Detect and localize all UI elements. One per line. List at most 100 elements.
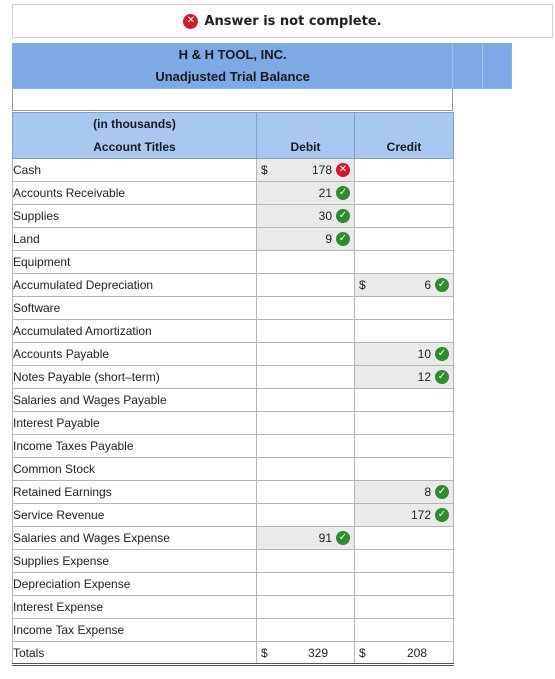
credit-cell[interactable] xyxy=(354,549,454,573)
debit-cell[interactable] xyxy=(256,273,355,297)
account-title-cell[interactable]: Accumulated Amortization xyxy=(12,319,257,343)
account-title-cell[interactable]: Salaries and Wages Payable xyxy=(12,388,257,412)
debit-value: 91 xyxy=(318,531,332,545)
currency-symbol: $ xyxy=(261,646,268,660)
debit-cell[interactable] xyxy=(256,319,355,343)
header-spacer-cell xyxy=(452,44,482,88)
credit-cell[interactable] xyxy=(354,250,454,274)
account-title-cell[interactable]: Retained Earnings xyxy=(12,480,257,504)
account-title-cell[interactable]: Accumulated Depreciation xyxy=(12,273,257,297)
credit-cell[interactable] xyxy=(354,296,454,320)
debit-cell[interactable]: 9 ✓ xyxy=(256,227,355,251)
table-row: Common Stock xyxy=(12,457,454,481)
check-circle-icon: ✓ xyxy=(435,485,449,499)
account-title-cell[interactable]: Notes Payable (short–term) xyxy=(12,365,257,389)
credit-cell[interactable] xyxy=(354,227,454,251)
currency-symbol: $ xyxy=(261,163,268,177)
banner-text: Answer is not complete. xyxy=(204,13,382,29)
debit-value: 9 xyxy=(325,232,332,246)
debit-cell[interactable] xyxy=(256,342,355,366)
table-row: Interest Payable xyxy=(12,411,454,435)
credit-cell[interactable] xyxy=(354,595,454,619)
account-title-cell[interactable]: Service Revenue xyxy=(12,503,257,527)
header-spacer-cell xyxy=(481,44,512,88)
account-title-cell[interactable]: Salaries and Wages Expense xyxy=(12,526,257,550)
account-title-cell[interactable]: Cash xyxy=(12,158,257,182)
debit-cell[interactable]: $178 ✕ xyxy=(256,158,355,182)
debit-cell[interactable] xyxy=(256,388,355,412)
table-row: Cash $178 ✕ xyxy=(12,158,454,182)
account-title-cell[interactable]: Interest Payable xyxy=(12,411,257,435)
total-credit-cell: $208 xyxy=(354,641,454,666)
debit-cell[interactable] xyxy=(256,411,355,435)
debit-cell[interactable] xyxy=(256,296,355,320)
table-row: Accounts Receivable 21 ✓ xyxy=(12,181,454,205)
check-circle-icon: ✓ xyxy=(336,531,350,545)
debit-cell[interactable] xyxy=(256,365,355,389)
debit-cell[interactable] xyxy=(256,250,355,274)
account-title-cell[interactable]: Software xyxy=(12,296,257,320)
account-title-cell[interactable]: Land xyxy=(12,227,257,251)
report-header-title: H & H TOOL, INC. Unadjusted Trial Balanc… xyxy=(13,44,453,88)
credit-cell[interactable] xyxy=(354,319,454,343)
debit-cell[interactable] xyxy=(256,549,355,573)
debit-cell[interactable] xyxy=(256,457,355,481)
credit-value: 8 xyxy=(424,485,431,499)
credit-cell[interactable] xyxy=(354,434,454,458)
table-row: Interest Expense xyxy=(12,595,454,619)
debit-cell[interactable] xyxy=(256,572,355,596)
account-title-cell[interactable]: Depreciation Expense xyxy=(12,572,257,596)
credit-value: 12 xyxy=(417,370,431,384)
currency-symbol: $ xyxy=(359,646,366,660)
account-title-cell[interactable]: Supplies xyxy=(12,204,257,228)
credit-cell[interactable] xyxy=(354,181,454,205)
debit-cell[interactable] xyxy=(256,618,355,642)
trial-balance-table: (in thousands) Account Titles Debit Cred… xyxy=(12,112,454,666)
account-title-cell[interactable]: Interest Expense xyxy=(12,595,257,619)
credit-cell[interactable] xyxy=(354,618,454,642)
check-circle-icon: ✓ xyxy=(336,186,350,200)
credit-cell[interactable] xyxy=(354,204,454,228)
debit-cell[interactable] xyxy=(256,480,355,504)
table-body: Cash $178 ✕ Accounts Receivable 21 ✓ Supplies 3… xyxy=(12,158,454,666)
totals-row: Totals $329 $208 xyxy=(12,641,454,666)
table-row: Salaries and Wages Payable xyxy=(12,388,454,412)
credit-cell[interactable] xyxy=(354,411,454,435)
credit-cell[interactable]: 172 ✓ xyxy=(354,503,454,527)
table-row: Equipment xyxy=(12,250,454,274)
table-row: Salaries and Wages Expense 91 ✓ xyxy=(12,526,454,550)
table-row: Retained Earnings 8 ✓ xyxy=(12,480,454,504)
account-title-cell[interactable]: Income Tax Expense xyxy=(12,618,257,642)
credit-value: 10 xyxy=(417,347,431,361)
account-title-cell[interactable]: Accounts Payable xyxy=(12,342,257,366)
account-title-cell[interactable]: Income Taxes Payable xyxy=(12,434,257,458)
table-row: Notes Payable (short–term) 12 ✓ xyxy=(12,365,454,389)
debit-cell[interactable]: 21 ✓ xyxy=(256,181,355,205)
date-row-blank xyxy=(12,89,453,111)
account-title-cell[interactable]: Equipment xyxy=(12,250,257,274)
check-circle-icon: ✓ xyxy=(435,508,449,522)
debit-cell[interactable] xyxy=(256,595,355,619)
column-header-debit: Debit xyxy=(256,135,355,159)
account-title-cell[interactable]: Supplies Expense xyxy=(12,549,257,573)
check-circle-icon: ✓ xyxy=(435,370,449,384)
table-row: Accumulated Amortization xyxy=(12,319,454,343)
debit-cell[interactable]: 91 ✓ xyxy=(256,526,355,550)
account-title-cell[interactable]: Common Stock xyxy=(12,457,257,481)
debit-value: 30 xyxy=(318,209,332,223)
account-title-cell[interactable]: Accounts Receivable xyxy=(12,181,257,205)
credit-cell[interactable] xyxy=(354,388,454,412)
column-header-account: Account Titles xyxy=(12,135,257,159)
credit-cell[interactable]: 8 ✓ xyxy=(354,480,454,504)
credit-cell[interactable]: 12 ✓ xyxy=(354,365,454,389)
debit-cell[interactable] xyxy=(256,434,355,458)
credit-cell[interactable]: 10 ✓ xyxy=(354,342,454,366)
credit-cell[interactable] xyxy=(354,526,454,550)
credit-cell[interactable]: $6 ✓ xyxy=(354,273,454,297)
total-debit-cell: $329 xyxy=(256,641,355,666)
credit-cell[interactable] xyxy=(354,572,454,596)
debit-cell[interactable] xyxy=(256,503,355,527)
credit-cell[interactable] xyxy=(354,158,454,182)
credit-cell[interactable] xyxy=(354,457,454,481)
debit-cell[interactable]: 30 ✓ xyxy=(256,204,355,228)
